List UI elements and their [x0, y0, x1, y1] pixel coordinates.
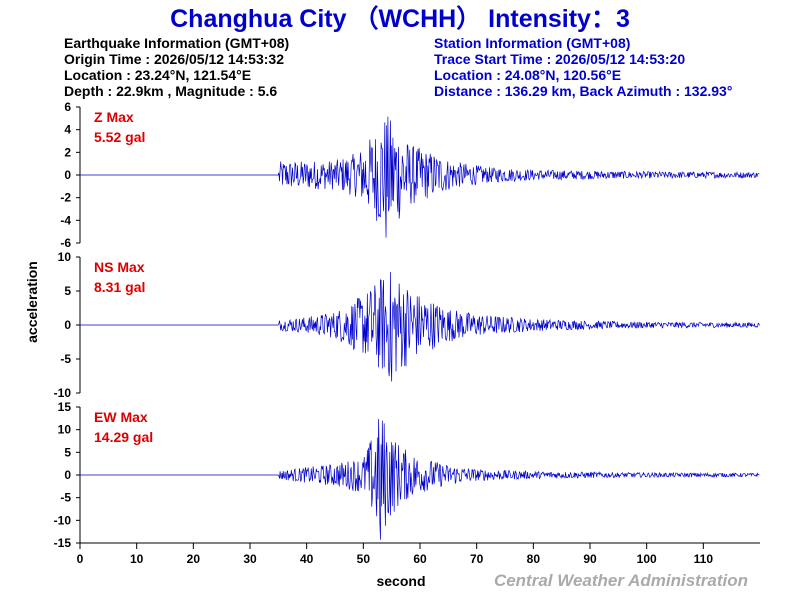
chart-title: Changhua City （WCHH） Intensity：3 [170, 4, 630, 33]
depth-magnitude: Depth : 22.9km , Magnitude : 5.6 [64, 83, 277, 99]
credit-text: Central Weather Administration [494, 571, 748, 590]
station-info-block: Station Information (GMT+08) Trace Start… [434, 35, 732, 99]
y-tick-label: 15 [58, 400, 72, 414]
station-location: Location : 24.08°N, 120.56°E [434, 67, 621, 83]
y-tick-label: -2 [60, 191, 71, 205]
y-tick-label: -6 [60, 236, 71, 250]
y-axis-label: acceleration [24, 261, 40, 343]
y-tick-label: -4 [60, 213, 71, 227]
y-tick-label: 4 [64, 123, 71, 137]
x-axis-label: second [376, 573, 425, 589]
x-tick-label: 20 [187, 552, 201, 566]
x-tick-label: 30 [243, 552, 257, 566]
y-tick-label: -15 [54, 536, 72, 550]
y-tick-label: -5 [60, 352, 71, 366]
component-max-label: EW Max [94, 409, 148, 425]
y-tick-label: 10 [58, 250, 72, 264]
x-tick-label: 70 [470, 552, 484, 566]
earthquake-info-heading: Earthquake Information (GMT+08) [64, 35, 289, 51]
trace-start-time: Trace Start Time : 2026/05/12 14:53:20 [434, 51, 685, 67]
epicenter-location: Location : 23.24°N, 121.54°E [64, 67, 251, 83]
y-tick-label: -10 [54, 386, 72, 400]
panels-group: 6 4 2 0 -2 -4 -6 Z Max 5.52 gal 10 5 0 -5 -10 NS Max 8.… [54, 100, 760, 550]
y-tick-label: 0 [64, 318, 71, 332]
component-max-value: 14.29 gal [94, 429, 153, 445]
y-tick-label: 10 [58, 423, 72, 437]
x-tick-label: 0 [77, 552, 84, 566]
component-max-label: Z Max [94, 109, 134, 125]
y-tick-label: 6 [64, 100, 71, 114]
x-axis: 0 10 20 30 40 50 60 70 80 90 100 110 [77, 542, 760, 566]
seismic-trace-z [80, 116, 760, 238]
seismic-trace-ns [80, 272, 760, 382]
y-tick-label: -10 [54, 513, 72, 527]
origin-time: Origin Time : 2026/05/12 14:53:32 [64, 51, 284, 67]
x-tick-label: 110 [694, 552, 714, 566]
earthquake-info-block: Earthquake Information (GMT+08) Origin T… [64, 35, 289, 99]
station-info-heading: Station Information (GMT+08) [434, 35, 630, 51]
component-max-value: 5.52 gal [94, 129, 145, 145]
component-max-label: NS Max [94, 259, 145, 275]
y-tick-label: 5 [64, 445, 71, 459]
component-max-value: 8.31 gal [94, 279, 145, 295]
x-tick-label: 80 [527, 552, 541, 566]
y-tick-label: 2 [64, 145, 71, 159]
y-tick-label: 0 [64, 168, 71, 182]
station-distance: Distance : 136.29 km, Back Azimuth : 132… [434, 83, 732, 99]
y-tick-label: 5 [64, 284, 71, 298]
y-tick-label: 0 [64, 468, 71, 482]
panel-ew: 15 10 5 0 -5 -10 -15 EW Max 14.29 gal [54, 400, 760, 550]
x-tick-label: 60 [413, 552, 427, 566]
x-tick-label: 50 [357, 552, 371, 566]
x-tick-label: 10 [130, 552, 144, 566]
panel-ns: 10 5 0 -5 -10 NS Max 8.31 gal [54, 250, 760, 400]
x-tick-label: 40 [300, 552, 314, 566]
y-tick-label: -5 [60, 491, 71, 505]
x-tick-label: 100 [637, 552, 657, 566]
x-tick-label: 90 [583, 552, 597, 566]
seismic-trace-ew [80, 419, 760, 540]
panel-z: 6 4 2 0 -2 -4 -6 Z Max 5.52 gal [60, 100, 760, 250]
